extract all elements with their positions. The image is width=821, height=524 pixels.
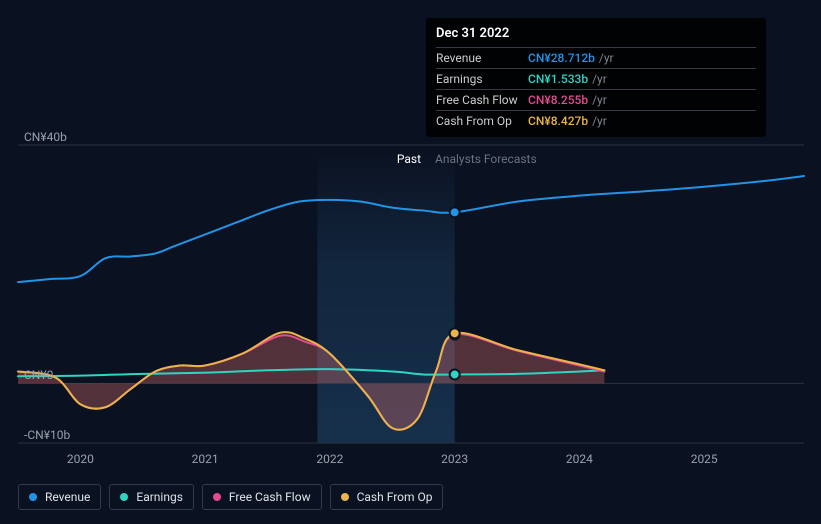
tooltip-row: EarningsCN¥1.533b/yr bbox=[436, 68, 756, 89]
y-tick-label: CN¥0 bbox=[24, 368, 53, 382]
chart-tooltip: Dec 31 2022 RevenueCN¥28.712b/yrEarnings… bbox=[426, 18, 766, 137]
x-tick-label: 2023 bbox=[441, 452, 468, 466]
tooltip-metric-value: CN¥28.712b bbox=[528, 51, 595, 65]
chart-legend: Revenue Earnings Free Cash Flow Cash From O… bbox=[18, 484, 443, 510]
legend-item-cfo[interactable]: Cash From Op bbox=[330, 484, 444, 510]
series-marker-cfo bbox=[450, 328, 460, 338]
x-tick-label: 2022 bbox=[316, 452, 343, 466]
x-tick-label: 2024 bbox=[566, 452, 593, 466]
tooltip-metric-value: CN¥8.427b bbox=[528, 114, 588, 128]
x-tick-label: 2020 bbox=[67, 452, 94, 466]
legend-item-revenue[interactable]: Revenue bbox=[18, 484, 101, 510]
x-tick-label: 2021 bbox=[192, 452, 219, 466]
tooltip-row: RevenueCN¥28.712b/yr bbox=[436, 47, 756, 68]
tooltip-metric-value: CN¥1.533b bbox=[528, 72, 588, 86]
series-marker-revenue bbox=[450, 207, 460, 217]
legend-item-fcf[interactable]: Free Cash Flow bbox=[202, 484, 322, 510]
tooltip-metric-label: Cash From Op bbox=[436, 114, 528, 128]
legend-label: Revenue bbox=[45, 490, 90, 504]
y-tick-label: CN¥40b bbox=[24, 130, 67, 144]
legend-dot-icon bbox=[29, 493, 37, 501]
legend-label: Cash From Op bbox=[357, 490, 433, 504]
tooltip-row: Cash From OpCN¥8.427b/yr bbox=[436, 110, 756, 131]
x-tick-label: 2025 bbox=[691, 452, 718, 466]
legend-dot-icon bbox=[341, 493, 349, 501]
tooltip-metric-label: Earnings bbox=[436, 72, 528, 86]
tooltip-metric-label: Free Cash Flow bbox=[436, 93, 528, 107]
legend-item-earnings[interactable]: Earnings bbox=[109, 484, 194, 510]
tooltip-metric-label: Revenue bbox=[436, 51, 528, 65]
tooltip-date: Dec 31 2022 bbox=[436, 26, 756, 47]
tooltip-metric-value: CN¥8.255b bbox=[528, 93, 588, 107]
legend-dot-icon bbox=[120, 493, 128, 501]
series-marker-earnings bbox=[450, 369, 460, 379]
legend-dot-icon bbox=[213, 493, 221, 501]
forecasts-label: Analysts Forecasts bbox=[435, 152, 537, 166]
tooltip-metric-unit: /yr bbox=[592, 114, 607, 128]
tooltip-metric-unit: /yr bbox=[592, 72, 607, 86]
tooltip-metric-unit: /yr bbox=[592, 93, 607, 107]
tooltip-row: Free Cash FlowCN¥8.255b/yr bbox=[436, 89, 756, 110]
legend-label: Earnings bbox=[136, 490, 183, 504]
past-label: Past bbox=[397, 152, 421, 166]
series-area-cfo bbox=[18, 332, 604, 430]
y-tick-label: -CN¥10b bbox=[24, 428, 70, 442]
tooltip-metric-unit: /yr bbox=[599, 51, 614, 65]
legend-label: Free Cash Flow bbox=[229, 490, 311, 504]
